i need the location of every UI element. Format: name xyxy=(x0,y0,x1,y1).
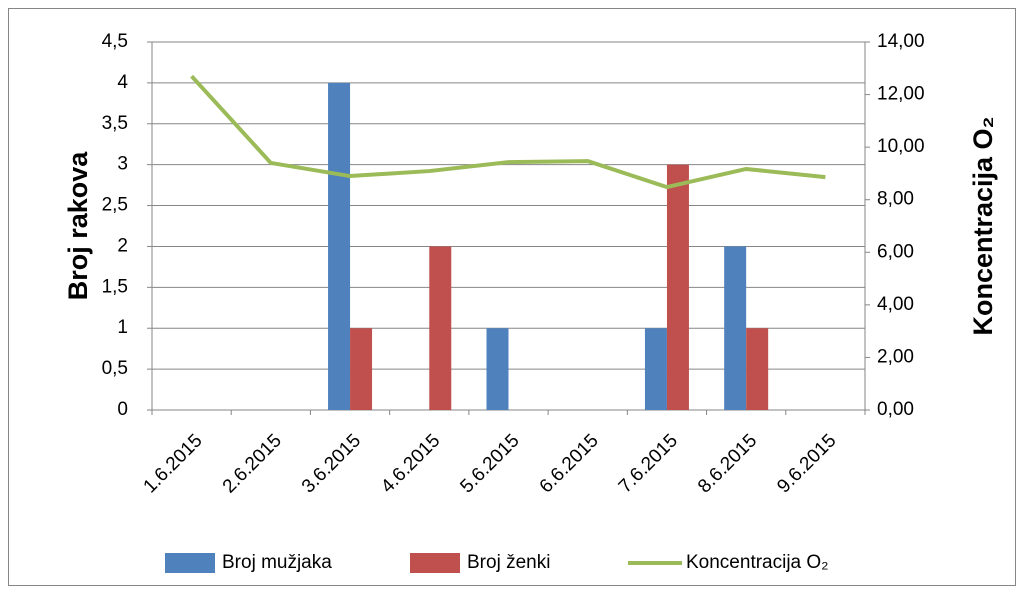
legend-label: Broj ženki xyxy=(467,552,550,573)
y2-tick-label: 14,00 xyxy=(877,31,925,52)
bar xyxy=(350,328,373,410)
y2-tick-label: 10,00 xyxy=(877,136,925,157)
y-tick-label: 0 xyxy=(117,399,128,420)
y2-tick-label: 4,00 xyxy=(877,294,914,315)
bar xyxy=(429,246,452,410)
y-tick-label: 1,5 xyxy=(102,276,128,297)
y2-tick-label: 0,00 xyxy=(877,399,914,420)
chart-border xyxy=(8,8,1016,586)
legend-label: Broj mužjaka xyxy=(222,552,332,573)
bar xyxy=(486,328,509,410)
bar xyxy=(724,246,747,410)
y2-tick-label: 8,00 xyxy=(877,189,914,210)
y-tick-label: 4,5 xyxy=(102,31,128,52)
y2-tick-label: 6,00 xyxy=(877,241,914,262)
bar xyxy=(328,82,351,410)
bar xyxy=(666,164,689,410)
y2-tick-label: 12,00 xyxy=(877,84,925,105)
y-tick-label: 3 xyxy=(117,154,128,175)
y-tick-label: 2 xyxy=(117,235,128,256)
line xyxy=(190,74,826,190)
y-tick-label: 3,5 xyxy=(102,113,128,134)
legend-swatch xyxy=(410,553,460,573)
bar xyxy=(746,328,769,410)
y-tick-label: 1 xyxy=(117,317,128,338)
y2-tick-label: 2,00 xyxy=(877,346,914,367)
y-tick-label: 4 xyxy=(117,72,128,93)
legend-label: Koncentracija O₂ xyxy=(686,552,829,573)
y-tick-label: 2,5 xyxy=(102,195,128,216)
y-axis-title: Broj rakova xyxy=(63,151,93,301)
bar xyxy=(644,328,667,410)
y-tick-label: 0,5 xyxy=(102,358,128,379)
y2-axis-title: Koncentracija O₂ xyxy=(968,116,998,335)
legend-swatch xyxy=(165,553,215,573)
